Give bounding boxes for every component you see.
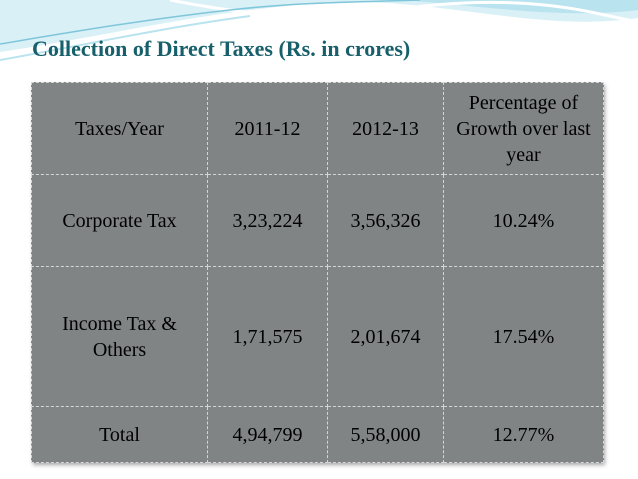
cell-growth: 12.77% bbox=[443, 406, 604, 463]
header-2011-12: 2011-12 bbox=[207, 82, 328, 175]
cell-2012-13: 2,01,674 bbox=[327, 266, 444, 407]
slide-title: Collection of Direct Taxes (Rs. in crore… bbox=[32, 36, 411, 61]
decorative-wave-header bbox=[0, 0, 638, 61]
cell-tax-name: Income Tax & Others bbox=[31, 266, 208, 407]
table-row: Corporate Tax 3,23,224 3,56,326 10.24% bbox=[31, 174, 604, 267]
cell-2011-12: 3,23,224 bbox=[207, 174, 328, 267]
header-taxes-year: Taxes/Year bbox=[31, 82, 208, 175]
cell-growth: 17.54% bbox=[443, 266, 604, 407]
header-2012-13: 2012-13 bbox=[327, 82, 444, 175]
cell-2012-13: 3,56,326 bbox=[327, 174, 444, 267]
cell-2011-12: 4,94,799 bbox=[207, 406, 328, 463]
cell-growth: 10.24% bbox=[443, 174, 604, 267]
cell-2011-12: 1,71,575 bbox=[207, 266, 328, 407]
cell-tax-name: Corporate Tax bbox=[31, 174, 208, 267]
table-row: Total 4,94,799 5,58,000 12.77% bbox=[31, 406, 604, 463]
table-row: Income Tax & Others 1,71,575 2,01,674 17… bbox=[31, 266, 604, 407]
table-header-row: Taxes/Year 2011-12 2012-13 Percentage of… bbox=[31, 82, 604, 175]
cell-2012-13: 5,58,000 bbox=[327, 406, 444, 463]
header-growth-percentage: Percentage of Growth over last year bbox=[443, 82, 604, 175]
tax-table: Taxes/Year 2011-12 2012-13 Percentage of… bbox=[31, 82, 604, 463]
cell-tax-name: Total bbox=[31, 406, 208, 463]
